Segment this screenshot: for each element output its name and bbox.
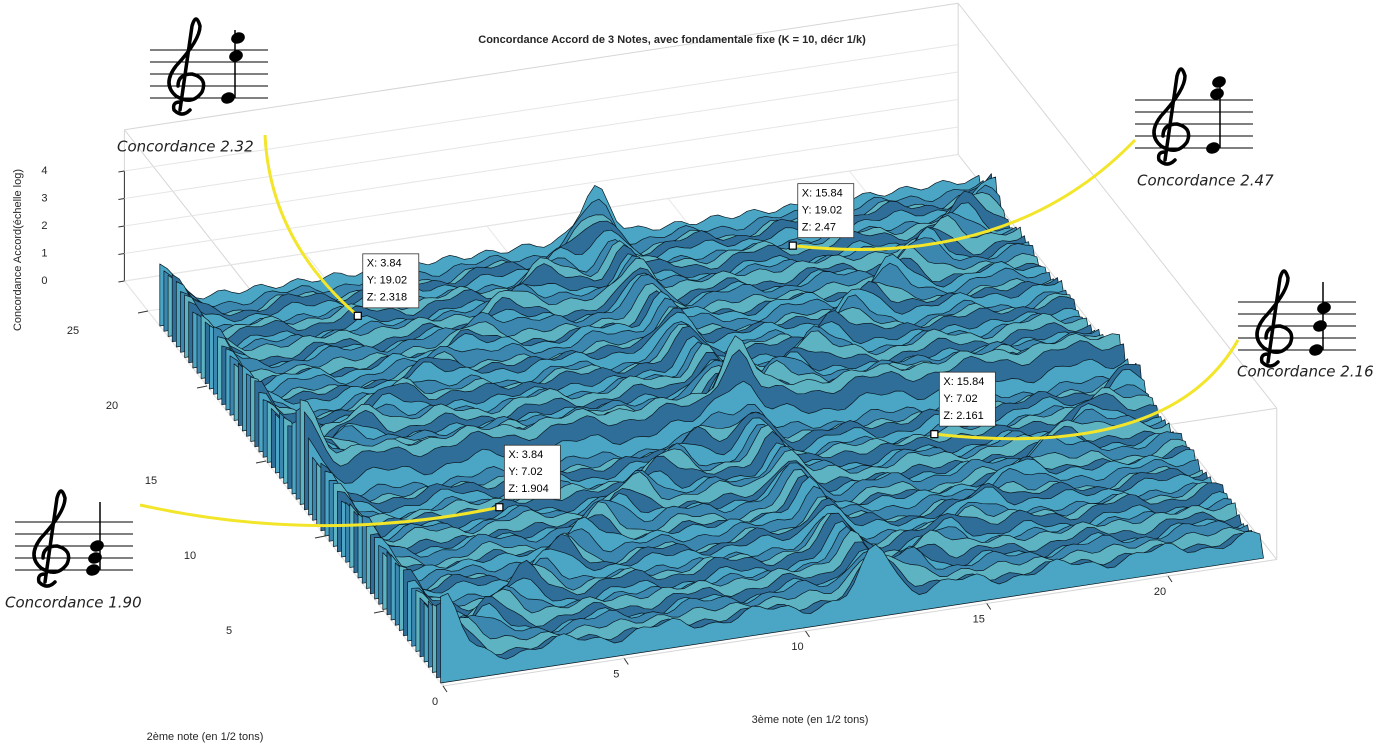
x-tick (806, 631, 810, 637)
y-tick-label: 20 (106, 400, 118, 412)
y-tick-label: 10 (184, 550, 196, 562)
note-head (230, 30, 247, 45)
y-tick (374, 611, 384, 613)
x-tick (624, 659, 628, 665)
datatip-text: X: 15.84 (802, 188, 843, 200)
note-head (1316, 300, 1333, 315)
notation (150, 19, 268, 114)
clef (169, 19, 204, 114)
chart: 0 5 10 15 20 5 10 15 20 25 0 1 2 3 4 X: 3.84 Y: 19.02 Z:… (0, 0, 1395, 747)
datatip-text: Z: 2.318 (367, 292, 407, 304)
y-tick-label: 25 (67, 325, 79, 337)
z-tick (118, 254, 124, 255)
clef (1154, 69, 1189, 164)
box-edge (124, 3, 958, 130)
y-tick (197, 386, 207, 388)
datatip-text: Y: 19.02 (367, 275, 407, 287)
datatip-text: Y: 19.02 (802, 205, 842, 217)
caption: Concordance 2.32 (117, 138, 254, 156)
datatip-marker (931, 431, 938, 438)
note-head (85, 562, 102, 577)
note-head (1312, 318, 1329, 333)
notation (1238, 271, 1356, 366)
z-tick-label: 4 (41, 165, 47, 177)
note-head (1205, 140, 1222, 155)
datatip-text: Y: 7.02 (508, 466, 542, 478)
clef (34, 491, 69, 586)
datatip-marker (789, 242, 796, 249)
z-tick (118, 281, 124, 282)
note-head (87, 550, 104, 565)
x-tick-label: 15 (973, 613, 985, 625)
x-tick (1168, 576, 1172, 582)
note-head (1209, 86, 1226, 101)
z-axis-label: Concordance Accord(échelle log) (12, 169, 24, 331)
chart-title: Concordance Accord de 3 Notes, avec fond… (478, 34, 866, 46)
note-head (1308, 342, 1325, 357)
z-tick-label: 2 (41, 220, 47, 232)
y-tick (315, 536, 325, 538)
x-axis-label: 3ème note (en 1/2 tons) (752, 714, 869, 726)
datatip-text: X: 15.84 (943, 376, 984, 388)
note-head (1211, 74, 1228, 89)
x-tick-label: 20 (1154, 586, 1166, 598)
grid-line (124, 72, 958, 199)
z-tick-label: 0 (41, 275, 47, 287)
datatip-marker (354, 312, 361, 319)
caption: Concordance 1.90 (5, 594, 142, 612)
datatip-text: Z: 2.161 (943, 410, 983, 422)
x-tick-label: 10 (791, 641, 803, 653)
x-tick (987, 604, 991, 610)
y-tick (256, 461, 266, 463)
y-tick (138, 311, 148, 313)
notation (1135, 69, 1253, 164)
y-axis-label: 2ème note (en 1/2 tons) (147, 731, 264, 743)
z-tick (118, 226, 124, 227)
note-head (89, 538, 106, 553)
z-tick (118, 199, 124, 200)
datatip-text: X: 3.84 (508, 449, 543, 461)
x-tick-label: 0 (432, 696, 438, 708)
z-tick-label: 3 (41, 192, 47, 204)
datatip-text: X: 3.84 (367, 258, 402, 270)
y-tick-label: 15 (145, 475, 157, 487)
datatip-text: Z: 1.904 (508, 483, 548, 495)
datatip-marker (496, 504, 503, 511)
z-tick (118, 171, 124, 172)
datatip-text: Y: 7.02 (943, 393, 977, 405)
datatip-text: Z: 2.47 (802, 222, 836, 234)
caption: Concordance 2.47 (1137, 172, 1274, 190)
y-tick-label: 5 (226, 625, 232, 637)
note-head (220, 90, 237, 105)
x-tick (443, 686, 447, 692)
caption: Concordance 2.16 (1237, 363, 1374, 381)
z-tick-label: 1 (41, 247, 47, 259)
x-tick-label: 5 (613, 668, 619, 680)
clef (1257, 271, 1292, 366)
note-head (228, 48, 245, 63)
notation (15, 491, 133, 586)
